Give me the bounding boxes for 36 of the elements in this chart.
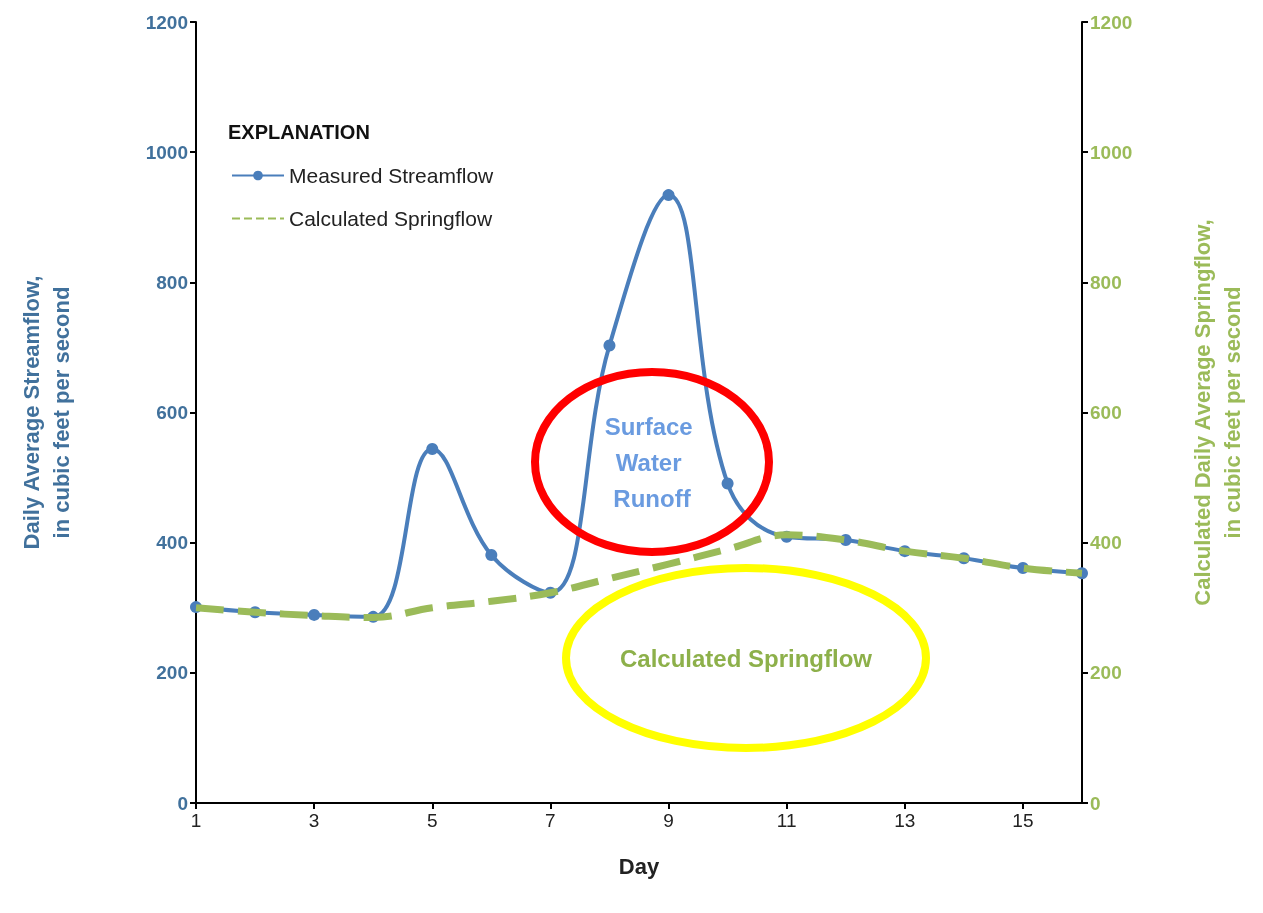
y-tick-label: 1200 [145,11,188,33]
y2-axis-title: Calculated Daily Average Springflow, in cubic feet per second [1189,219,1245,606]
y2-tick-label: 1200 [1090,11,1133,33]
x-tick-label: 3 [308,810,320,831]
annotation: Calculated Springflow [619,644,873,672]
y-tick-label: 600 [156,402,188,423]
y2-tick-label: 800 [1090,271,1122,293]
x-tick-label: 9 [663,810,674,831]
x-tick-label: 5 [426,810,438,831]
y-tick-label: 1000 [145,141,188,163]
y-tick-label: 0 [177,792,188,814]
x-tick-label: 15 [1012,810,1034,831]
y2-tick-label: 0 [1090,792,1101,814]
legend-title: EXPLANATION [228,121,370,143]
x-tick-label: 13 [894,810,916,831]
y2-tick-label: 200 [1090,662,1122,684]
x-tick-label: 11 [776,810,797,831]
annotation: Surface Water Runoff [604,412,700,512]
legend-label: Calculated Springflow [289,207,493,230]
point [426,442,439,455]
legend-label: Measured Streamflow [289,164,495,187]
point [485,549,498,562]
point [308,608,321,621]
point [662,189,675,202]
y2-tick-label: 400 [1090,532,1122,554]
y-axis-title: Daily Average Streamflow, in cubic feet per second [18,275,74,550]
y-tick-label: 800 [156,271,188,293]
y2-tick-label: 1000 [1090,141,1133,163]
y-tick-label: 200 [156,662,188,684]
point [721,477,734,490]
x-tick-label: 7 [545,810,556,831]
y2-tick-label: 600 [1090,402,1122,423]
y-tick-label: 400 [156,532,188,554]
point [603,339,616,352]
x-axis-title: Day [618,853,660,879]
x-tick-label: 1 [190,810,202,831]
